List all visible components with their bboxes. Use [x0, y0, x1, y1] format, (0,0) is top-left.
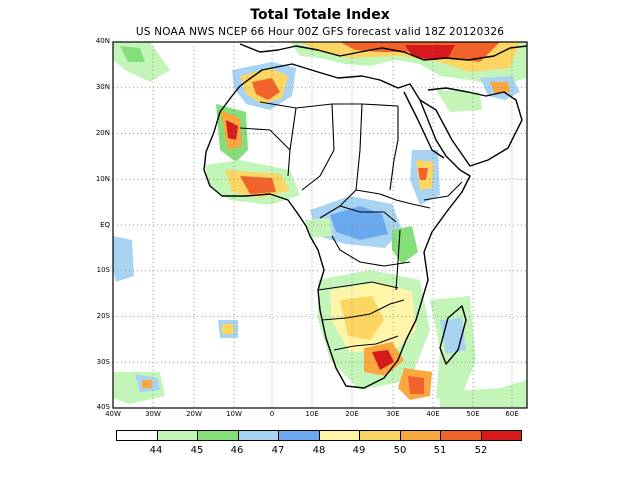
country-borders [239, 101, 463, 351]
shade-satl-orange [142, 380, 152, 388]
colorbar-label-48: 48 [312, 445, 326, 456]
colorbar-swatch-0 [117, 431, 158, 440]
red-sea [403, 91, 445, 159]
colorbar-swatch-6 [360, 431, 401, 440]
lon-label-50e: 50E [466, 410, 480, 418]
colorbar-swatch-3 [238, 431, 279, 440]
lat-label-eq: EQ [100, 221, 110, 229]
colorbar [116, 430, 522, 441]
map-subtitle: US NOAA NWS NCEP 66 Hour 00Z GFS forecas… [135, 26, 505, 38]
shade-sa-red [372, 350, 394, 370]
colorbar-swatch-8 [441, 431, 482, 440]
colorbar-label-46: 46 [230, 445, 244, 456]
shade-arabia-green [436, 90, 482, 112]
shade-ne-orange [490, 82, 510, 94]
lat-label-20s: 20S [96, 312, 110, 320]
shade-wa-orange [240, 176, 276, 194]
colorbar-swatch-5 [319, 431, 360, 440]
lon-label-20w: 20W [186, 410, 202, 418]
map-title: Total Totale Index [250, 7, 390, 23]
lon-label-10e: 10E [305, 410, 319, 418]
colorbar-label-47: 47 [271, 445, 285, 456]
colorbar-label-44: 44 [149, 445, 163, 456]
shade-southern-ocean-green [440, 380, 527, 408]
lon-label-20e: 20E [345, 410, 359, 418]
map-frame [112, 41, 528, 409]
lon-label-30e: 30E [386, 410, 400, 418]
shade-stlena-yellow [222, 324, 234, 334]
colorbar-label-52: 52 [474, 445, 488, 456]
madagascar-coastline [439, 305, 467, 365]
shade-eth-orange [418, 168, 428, 180]
colorbar-label-45: 45 [190, 445, 204, 456]
colorbar-label-51: 51 [433, 445, 447, 456]
lat-label-10s: 10S [96, 266, 110, 274]
shade-west-red [226, 120, 238, 140]
shade-north-red [405, 45, 455, 60]
lat-label-20n: 20N [95, 129, 110, 137]
shade-ca-darkblue [330, 206, 388, 240]
colorbar-label-49: 49 [352, 445, 366, 456]
graticule [113, 42, 527, 408]
lon-label-60e: 60E [505, 410, 519, 418]
shade-se-red [408, 376, 424, 394]
lat-label-30s: 30S [96, 358, 110, 366]
lon-label-30w: 30W [145, 410, 161, 418]
lon-label-0: 0 [269, 410, 275, 418]
colorbar-label-50: 50 [393, 445, 407, 456]
shade-nw-orange [252, 78, 280, 100]
shade-nwatl-darkgreen [120, 46, 145, 62]
colorbar-swatch-7 [400, 431, 441, 440]
shade-sa-yellow [340, 296, 384, 340]
colorbar-swatch-1 [157, 431, 198, 440]
colorbar-swatch-2 [198, 431, 239, 440]
lat-label-40n: 40N [95, 37, 110, 45]
lat-label-40s: 40S [96, 403, 110, 411]
lon-label-40w: 40W [105, 410, 121, 418]
index-shading [113, 42, 527, 408]
lat-label-10n: 10N [95, 175, 110, 183]
shade-atl-blue [113, 236, 134, 282]
colorbar-swatch-4 [279, 431, 320, 440]
colorbar-swatch-9 [481, 431, 521, 440]
lat-label-30n: 30N [95, 83, 110, 91]
africa-coastline [203, 63, 471, 389]
europe-coastline [239, 43, 527, 61]
coastlines [203, 43, 527, 389]
lon-label-10w: 10W [226, 410, 242, 418]
arabia-coastline [419, 87, 523, 167]
lon-label-40e: 40E [426, 410, 440, 418]
